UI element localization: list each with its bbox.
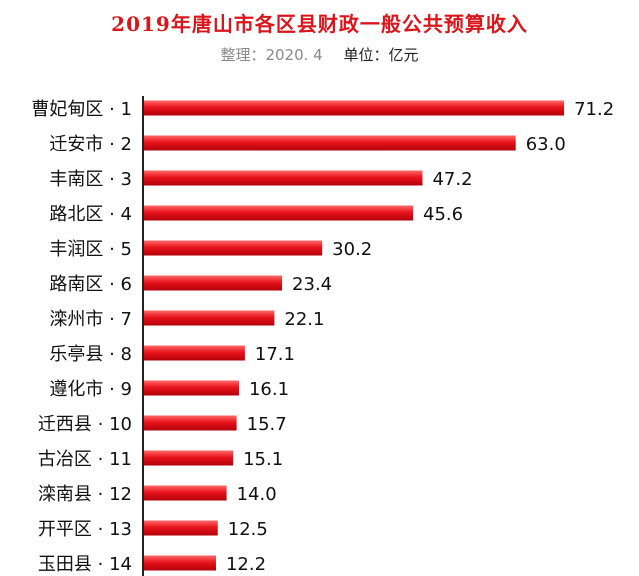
bar	[144, 415, 237, 431]
chart-subtitle-row: 整理：2020. 4 单位：亿元	[0, 44, 639, 65]
value-label: 63.0	[526, 134, 566, 155]
bar	[144, 135, 516, 151]
value-label: 30.2	[332, 239, 372, 260]
chart-title: 2019年唐山市各区县财政一般公共预算收入	[111, 12, 528, 36]
category-label: 路北区 · 4	[49, 204, 132, 225]
bar	[144, 450, 234, 466]
bar	[144, 240, 323, 256]
value-label: 17.1	[255, 344, 295, 365]
value-label: 16.1	[249, 379, 289, 400]
category-label: 遵化市 · 9	[49, 379, 132, 400]
value-label: 22.1	[284, 309, 324, 330]
compile-date-note: 整理：2020. 4	[220, 46, 323, 64]
bar	[144, 275, 283, 291]
category-label: 丰南区 · 3	[49, 169, 132, 190]
category-label: 迁安市 · 2	[49, 134, 132, 155]
bar	[144, 485, 227, 501]
value-label: 15.1	[243, 449, 283, 470]
value-label: 15.7	[247, 414, 287, 435]
value-label: 23.4	[292, 274, 332, 295]
bar	[144, 555, 216, 571]
category-label: 迁西县 · 10	[38, 414, 132, 435]
bar	[144, 380, 239, 396]
value-label: 71.2	[574, 99, 614, 120]
category-label: 开平区 · 13	[38, 519, 132, 540]
value-label: 14.0	[237, 484, 277, 505]
category-label: 古冶区 · 11	[38, 449, 132, 470]
value-label: 12.5	[228, 519, 268, 540]
category-label: 滦南县 · 12	[38, 484, 132, 505]
bar	[144, 520, 218, 536]
value-label: 45.6	[423, 204, 463, 225]
unit-label: 单位：亿元	[343, 46, 419, 64]
category-label: 路南区 · 6	[49, 274, 132, 295]
bar	[144, 310, 275, 326]
bar	[144, 170, 423, 186]
bar	[144, 100, 565, 116]
bar	[144, 205, 414, 221]
bar	[144, 345, 245, 361]
category-label: 丰润区 · 5	[49, 239, 132, 260]
category-label: 乐亭县 · 8	[49, 344, 132, 365]
category-label: 玉田县 · 14	[38, 554, 132, 575]
value-label: 47.2	[432, 169, 472, 190]
value-label: 12.2	[226, 554, 266, 575]
category-label: 滦州市 · 7	[49, 309, 132, 330]
category-label: 曹妃甸区 · 1	[31, 99, 132, 120]
